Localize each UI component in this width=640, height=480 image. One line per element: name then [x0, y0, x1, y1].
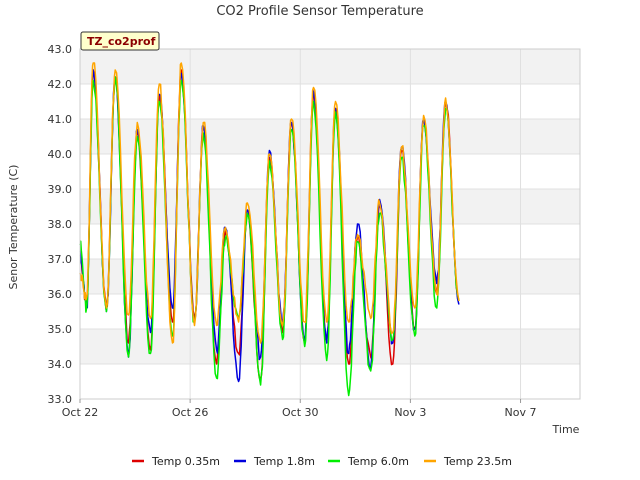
y-axis-label: Senor Temperature (C)	[7, 165, 20, 290]
grid-band	[80, 329, 580, 364]
y-tick-label: 35.0	[48, 323, 73, 336]
legend: Temp 0.35m Temp 1.8m Temp 6.0m Temp 23.5m	[132, 455, 512, 468]
legend-label: Temp 1.8m	[253, 455, 315, 468]
y-tick-label: 36.0	[48, 288, 73, 301]
y-tick-label: 37.0	[48, 253, 73, 266]
y-axis-ticks: 33.0 34.0 35.0 36.0 37.0 38.0 39.0 40.0 41.0 42.0…	[48, 43, 73, 406]
grid-band	[80, 119, 580, 154]
site-label-tag: TZ_co2prof	[80, 31, 160, 51]
series-layer	[79, 62, 460, 397]
x-axis-label: Time	[552, 423, 580, 436]
y-tick-label: 40.0	[48, 148, 73, 161]
x-tick-label: Oct 22	[62, 406, 99, 419]
x-tick-label: Oct 30	[282, 406, 319, 419]
x-axis-ticks: Oct 22 Oct 26 Oct 30 Nov 3 Nov 7	[62, 399, 537, 419]
legend-label: Temp 6.0m	[347, 455, 409, 468]
x-tick-label: Oct 26	[172, 406, 209, 419]
series-line-temp-23-5m	[79, 62, 460, 344]
y-tick-label: 38.0	[48, 218, 73, 231]
y-tick-label: 41.0	[48, 113, 73, 126]
chart-title: CO2 Profile Sensor Temperature	[216, 4, 423, 19]
y-tick-label: 42.0	[48, 78, 73, 91]
x-tick-label: Nov 7	[505, 406, 537, 419]
plot-border	[79, 48, 581, 400]
y-tick-label: 34.0	[48, 358, 73, 371]
grid-band	[80, 189, 580, 224]
site-label: TZ_co2prof	[87, 35, 156, 48]
legend-label: Temp 23.5m	[443, 455, 512, 468]
y-tick-label: 43.0	[48, 43, 73, 56]
y-tick-label: 39.0	[48, 183, 73, 196]
x-tick-label: Nov 3	[394, 406, 426, 419]
grid-band	[80, 49, 580, 84]
legend-label: Temp 0.35m	[151, 455, 220, 468]
y-tick-label: 33.0	[48, 393, 73, 406]
